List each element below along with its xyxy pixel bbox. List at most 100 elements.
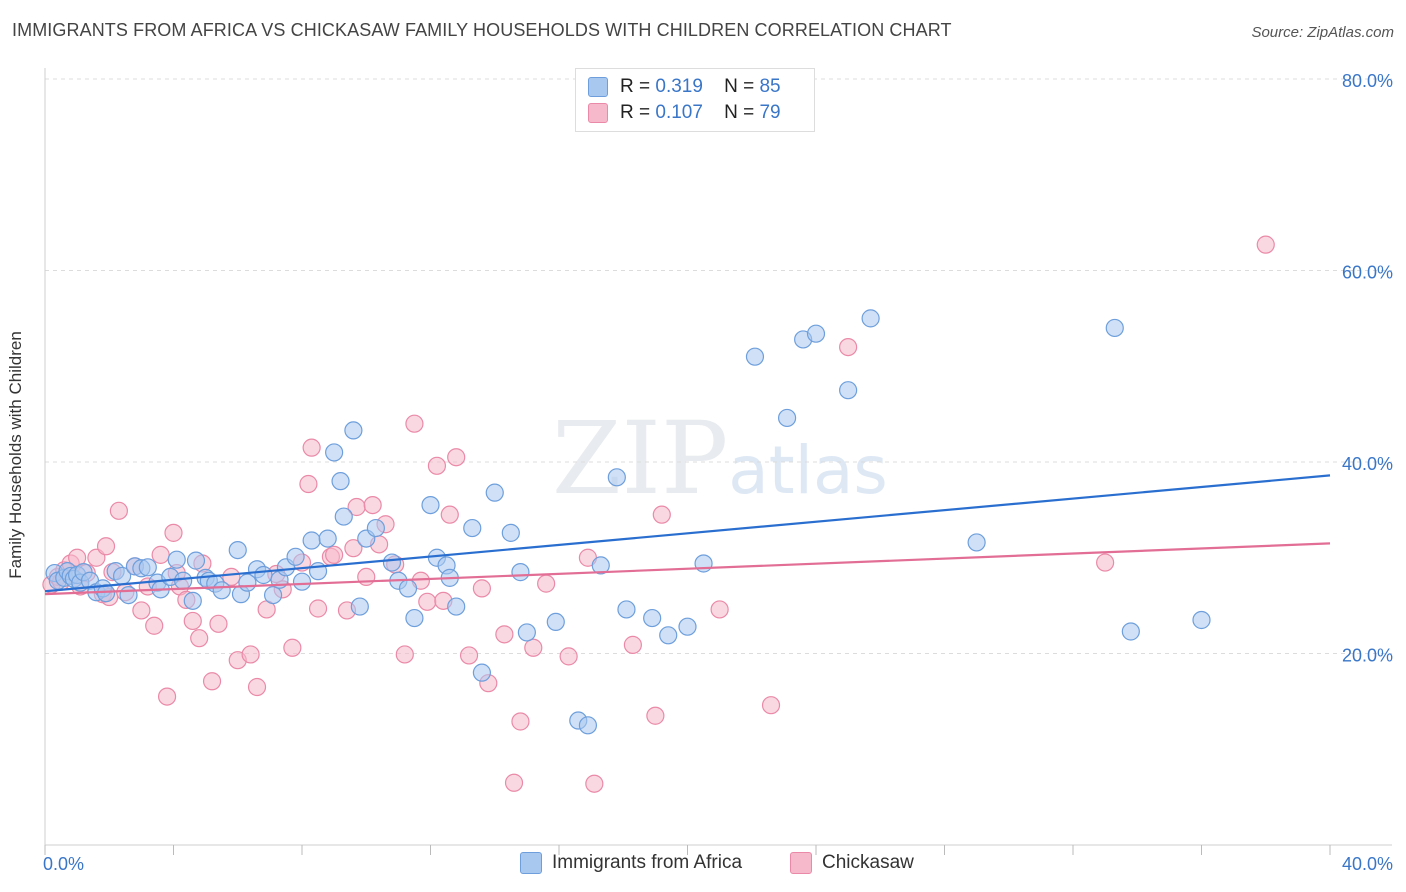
point-chickasaw (427, 456, 447, 475)
legend-row-africa: R = 0.319 N = 85 (588, 74, 781, 100)
point-africa (659, 626, 678, 645)
point-chickasaw (247, 677, 267, 697)
point-africa (839, 381, 858, 400)
legend-row-chickasaw: R = 0.107 N = 79 (588, 100, 781, 126)
legend-n-value: 85 (759, 76, 781, 97)
point-africa (334, 507, 353, 526)
y-tick-label: 80.0% (1342, 71, 1393, 91)
point-chickasaw (646, 706, 665, 725)
point-chickasaw (308, 599, 328, 618)
point-chickasaw (395, 645, 414, 664)
y-axis-title: Family Households with Children (6, 331, 25, 579)
point-africa (745, 347, 765, 366)
point-chickasaw (1256, 235, 1275, 254)
point-chickasaw (357, 567, 376, 587)
point-africa (578, 716, 598, 735)
point-africa (174, 571, 193, 590)
point-chickasaw (283, 638, 302, 657)
series-legend-label: Immigrants from Africa (552, 852, 743, 873)
legend-r-label: R = (620, 102, 651, 123)
point-chickasaw (472, 579, 491, 598)
trend-line-chickasaw (44, 542, 1331, 596)
point-africa (325, 443, 344, 462)
point-chickasaw (511, 712, 530, 731)
point-chickasaw (190, 629, 209, 648)
point-africa (183, 591, 202, 610)
point-africa (382, 553, 402, 572)
correlation-legend: R = 0.319 N = 85 R = 0.107 N = 79 (575, 68, 815, 132)
point-chickasaw (710, 600, 729, 619)
point-chickasaw (839, 338, 858, 357)
point-chickasaw (145, 616, 164, 635)
point-chickasaw (585, 774, 604, 793)
point-africa (228, 540, 247, 560)
point-africa (967, 533, 986, 552)
series-swatch-blue (520, 852, 542, 874)
point-africa (1105, 318, 1124, 338)
point-africa (861, 309, 880, 328)
watermark: ZIPatlas (552, 400, 888, 517)
point-africa (485, 483, 504, 502)
point-africa (511, 563, 530, 582)
point-chickasaw (495, 625, 514, 644)
point-africa (398, 579, 418, 598)
series-swatch-pink (790, 852, 812, 874)
point-chickasaw (418, 592, 437, 611)
point-africa (643, 608, 662, 628)
point-africa (344, 421, 363, 440)
point-chickasaw (202, 672, 222, 691)
legend-r-value: 0.107 (655, 102, 703, 123)
point-africa (292, 572, 312, 591)
legend-n-value: 79 (759, 102, 781, 123)
point-africa (617, 600, 636, 619)
point-africa (331, 472, 350, 491)
y-tick-label: 40.0% (1342, 454, 1393, 474)
point-chickasaw (132, 601, 151, 620)
legend-swatch-pink (588, 103, 608, 123)
point-africa (777, 408, 797, 428)
point-chickasaw (524, 638, 543, 657)
point-chickasaw (183, 611, 202, 631)
point-africa (286, 547, 305, 566)
point-africa (472, 663, 491, 682)
watermark-atlas: atlas (728, 432, 888, 509)
y-tick-label: 20.0% (1342, 646, 1393, 666)
point-africa (405, 608, 424, 628)
point-chickasaw (151, 545, 170, 564)
point-chickasaw (344, 539, 363, 558)
point-chickasaw (302, 438, 321, 457)
point-chickasaw (325, 545, 344, 564)
point-africa (591, 556, 610, 575)
y-tick-label: 60.0% (1342, 263, 1393, 283)
source-label: Source: ZipAtlas.com (1251, 24, 1394, 41)
point-africa (138, 558, 157, 577)
point-africa (318, 529, 337, 548)
chart-title: IMMIGRANTS FROM AFRICA VS CHICKASAW FAMI… (12, 20, 952, 40)
point-africa (806, 324, 826, 343)
series-legend-chickasaw: Chickasaw (790, 852, 914, 874)
point-chickasaw (363, 495, 382, 515)
x-tick-label: 40.0% (1342, 854, 1393, 874)
point-africa (463, 518, 482, 538)
point-africa (212, 581, 231, 600)
point-africa (421, 495, 440, 515)
point-africa (546, 612, 565, 632)
point-chickasaw (447, 448, 466, 467)
point-africa (1121, 622, 1140, 641)
point-chickasaw (623, 635, 642, 654)
point-africa (186, 551, 206, 570)
point-chickasaw (241, 645, 260, 664)
point-africa (366, 518, 385, 538)
point-africa (254, 565, 273, 585)
point-africa (302, 531, 321, 550)
point-africa (1192, 610, 1211, 630)
point-africa (501, 523, 520, 542)
point-chickasaw (761, 696, 781, 715)
legend-r-value: 0.319 (655, 76, 703, 97)
point-chickasaw (299, 474, 318, 494)
point-africa (517, 623, 536, 642)
point-chickasaw (1096, 553, 1115, 572)
point-chickasaw (109, 501, 128, 520)
point-chickasaw (537, 574, 556, 593)
